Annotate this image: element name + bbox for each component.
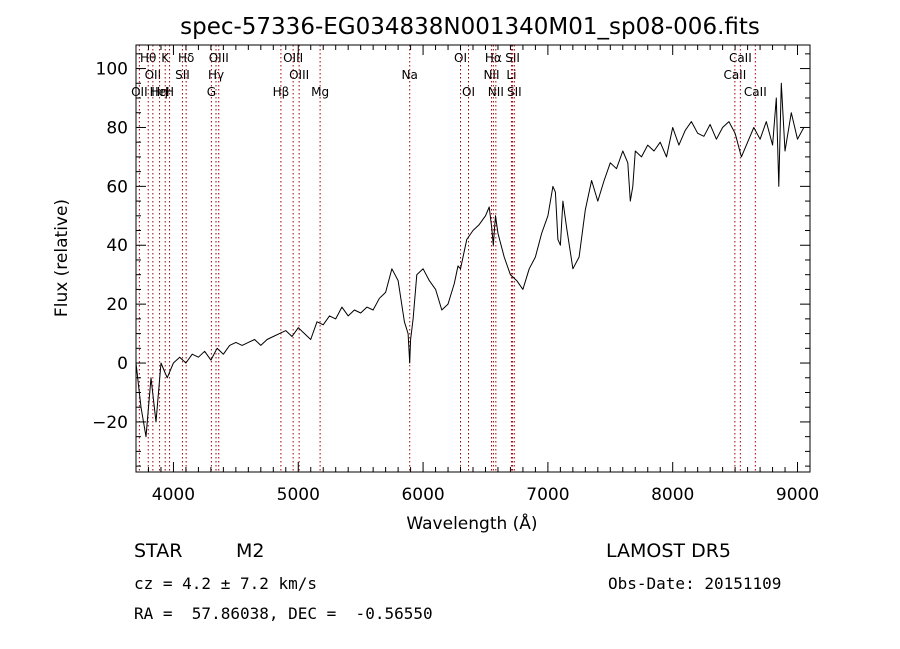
line-marker-label: SII xyxy=(175,68,190,82)
spectrum-series xyxy=(135,82,805,438)
y-tick-label: 100 xyxy=(96,60,128,80)
emission-line-markers: OIIHθOIIHηHeIKHSIIHδGHγOIIIHβOIIIOIIIMgN… xyxy=(131,45,767,472)
plot-frame xyxy=(135,44,811,473)
line-marker-label: OII xyxy=(131,85,148,99)
line-marker-label: OIII xyxy=(283,51,303,65)
line-marker-label: CaII xyxy=(723,68,746,82)
line-marker-label: Hα xyxy=(485,51,502,65)
line-marker-label: HeI xyxy=(150,85,170,99)
line-marker-label: Hη xyxy=(151,85,168,99)
x-axis-label: Wavelength (Å) xyxy=(406,512,537,534)
line-marker-label: SII xyxy=(507,85,522,99)
line-marker-label: OIII xyxy=(289,68,309,82)
x-axis-ticks: 4000 5000 6000 7000 8000 9000 xyxy=(147,45,819,505)
line-marker-label: SII xyxy=(505,51,520,65)
line-marker-label: NII xyxy=(483,68,499,82)
y-axis-label: Flux (relative) xyxy=(52,199,72,317)
y-tick-label: 60 xyxy=(106,177,128,197)
redshift-velocity: cz = 4.2 ± 7.2 km/s xyxy=(134,574,318,593)
line-marker-label: Li xyxy=(506,68,516,82)
coordinates: RA = 57.86038, DEC = -0.56550 xyxy=(134,604,433,623)
y-tick-label: 20 xyxy=(106,295,128,315)
line-marker-label: OII xyxy=(145,68,162,82)
line-marker-label: Hβ xyxy=(273,85,290,99)
y-tick-label: −20 xyxy=(92,413,128,433)
spectrum-line xyxy=(135,82,805,438)
line-marker-label: Hθ xyxy=(140,51,156,65)
object-subclass: M2 xyxy=(236,540,265,562)
line-marker-label: Hγ xyxy=(208,68,224,82)
survey-name: LAMOST DR5 xyxy=(606,540,731,562)
chart-title: spec-57336-EG034838N001340M01_sp08-006.f… xyxy=(180,14,760,40)
x-tick-label: 4000 xyxy=(152,485,195,505)
y-tick-label: 80 xyxy=(106,118,128,138)
line-marker-label: G xyxy=(207,85,216,99)
y-axis-ticks: −20 0 20 40 60 80 100 xyxy=(92,53,810,467)
line-marker-label: OI xyxy=(462,85,475,99)
y-tick-label: 40 xyxy=(106,236,128,256)
x-tick-label: 5000 xyxy=(277,485,320,505)
line-marker-label: H xyxy=(165,85,174,99)
line-marker-label: Hδ xyxy=(178,51,194,65)
line-marker-label: OI xyxy=(454,51,467,65)
line-marker-label: K xyxy=(161,51,170,65)
x-tick-label: 9000 xyxy=(776,485,819,505)
x-tick-label: 8000 xyxy=(651,485,694,505)
line-marker-label: Na xyxy=(402,68,418,82)
y-tick-label: 0 xyxy=(117,354,128,374)
line-marker-label: CaII xyxy=(729,51,752,65)
object-class: STAR xyxy=(134,540,183,562)
x-tick-label: 7000 xyxy=(526,485,569,505)
x-tick-label: 6000 xyxy=(401,485,444,505)
observation-date: Obs-Date: 20151109 xyxy=(608,574,782,593)
line-marker-label: CaII xyxy=(744,85,767,99)
line-marker-label: Mg xyxy=(311,85,329,99)
line-marker-label: OIII xyxy=(209,51,229,65)
line-marker-label: NII xyxy=(488,85,504,99)
